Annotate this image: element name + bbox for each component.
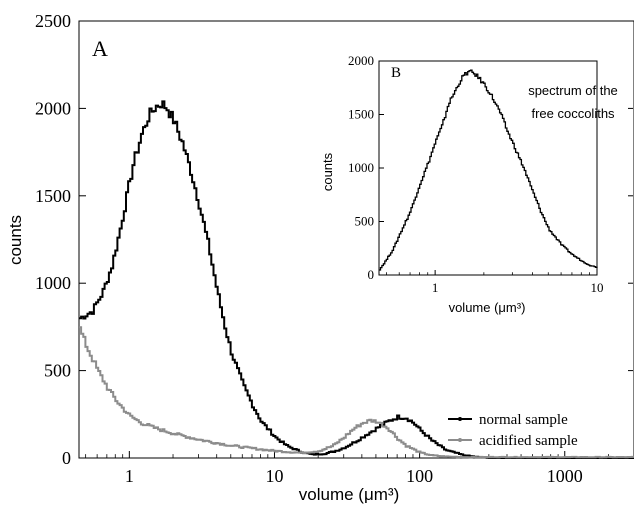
main-x-axis-title: volume (μm³) (299, 485, 399, 504)
main-x-tick-label: 1 (125, 466, 134, 486)
inset-y-tick-label: 1500 (348, 107, 374, 122)
inset-y-tick-label: 0 (368, 267, 375, 282)
inset-x-tick-label: 10 (591, 280, 604, 295)
inset-annotation-line-1: spectrum of the (528, 83, 618, 98)
main-series-group (79, 100, 634, 459)
inset-plot-frame (378, 60, 598, 276)
legend-label-normal: normal sample (479, 412, 568, 428)
main-y-tick-label: 1000 (35, 273, 71, 293)
main-y-tick-label: 0 (62, 448, 71, 468)
inset-x-tick-label: 1 (432, 280, 439, 295)
legend: normal sample acidified sample (448, 412, 578, 449)
panel-letter-b: B (391, 65, 401, 81)
inset-y-axis-title: counts (320, 152, 335, 191)
main-x-tick-label: 1000 (547, 466, 583, 486)
acidified-sample-line (79, 326, 634, 459)
main-y-tick-label: 500 (44, 361, 71, 381)
main-y-tick-label: 2500 (35, 11, 71, 31)
inset-annotation-line-2: free coccoliths (531, 106, 615, 121)
inset-chart: 1 10 0 500 1000 1500 2000 B spectrum of the fr… (320, 53, 618, 315)
main-plot-frame (78, 20, 634, 459)
legend-marker-acidified (458, 438, 462, 442)
inset-x-axis-title: volume (μm³) (449, 300, 526, 315)
inset-y-tick-label: 2000 (348, 53, 374, 68)
inset-series-group (379, 69, 598, 271)
inset-y-tick-label: 500 (355, 214, 375, 229)
panel-letter-a: A (92, 36, 108, 61)
main-y-axis-title: counts (6, 215, 25, 265)
main-y-tick-label: 2000 (35, 98, 71, 118)
legend-marker-normal (458, 417, 462, 421)
inset-spectrum-line (379, 69, 598, 271)
legend-label-acidified: acidified sample (479, 433, 578, 449)
main-x-tick-label: 100 (406, 466, 433, 486)
inset-axis-ticks: 1 10 0 500 1000 1500 2000 (348, 53, 604, 295)
main-x-tick-label: 10 (265, 466, 283, 486)
main-y-tick-label: 1500 (35, 186, 71, 206)
inset-y-tick-label: 1000 (348, 160, 374, 175)
